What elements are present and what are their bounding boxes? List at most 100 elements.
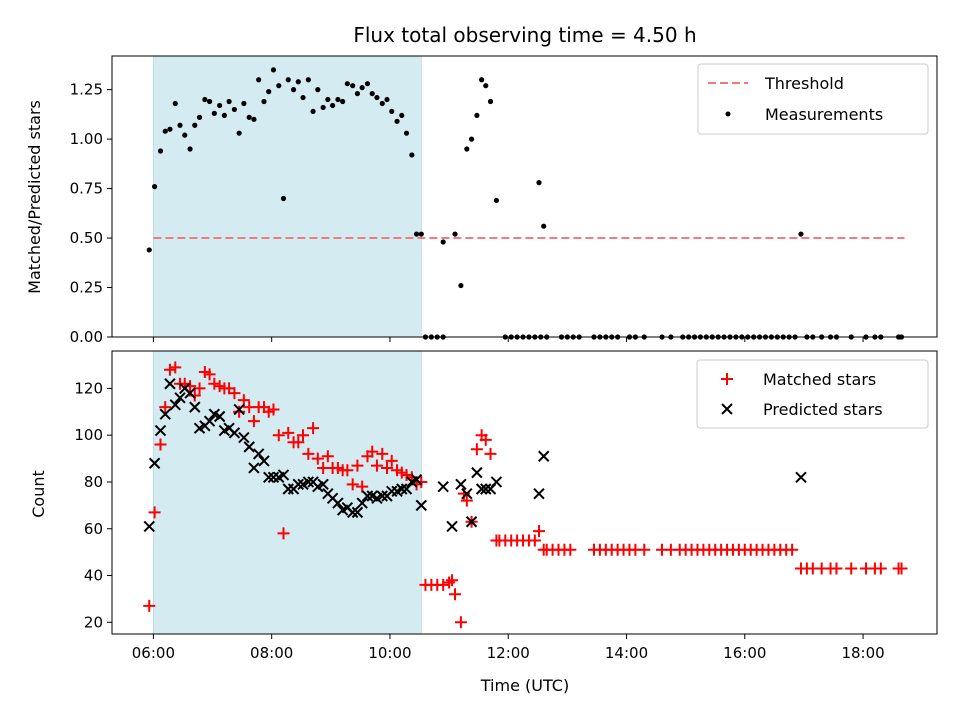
matched-stars-point xyxy=(188,389,201,402)
matched-stars-point xyxy=(321,450,334,463)
matched-stars-point xyxy=(346,478,359,491)
matched-stars-point xyxy=(272,429,285,442)
measurement-point xyxy=(310,108,316,115)
matched-stars-point xyxy=(351,459,364,472)
measurement-point xyxy=(256,77,262,83)
matched-stars-point xyxy=(845,562,858,575)
predicted-stars-point xyxy=(233,403,245,416)
x-tick-label: 18:00 xyxy=(841,644,884,662)
predicted-stars-point xyxy=(317,478,329,491)
x-axis-label: Time (UTC) xyxy=(480,676,569,695)
top-legend-frame xyxy=(697,63,929,135)
matched-stars-point xyxy=(148,506,161,519)
x-tick-label: 12:00 xyxy=(487,644,530,662)
predicted-stars-point xyxy=(213,410,226,423)
measurement-point xyxy=(266,89,272,95)
predicted-stars-point xyxy=(455,478,467,491)
matched-stars-point xyxy=(385,454,398,467)
matched-stars-point xyxy=(267,403,280,416)
x-tick-label: 16:00 xyxy=(723,644,766,662)
predicted-stars-point xyxy=(159,408,171,420)
measurement-point xyxy=(151,184,158,190)
measurement-point xyxy=(329,102,336,109)
predicted-stars-point xyxy=(174,392,186,404)
matched-stars-point xyxy=(564,543,577,556)
predicted-stars-point xyxy=(189,401,201,413)
measurement-point xyxy=(202,96,208,103)
measurement-point xyxy=(192,122,198,128)
y-tick-label: 20 xyxy=(84,613,103,631)
predicted-stars-point xyxy=(795,471,807,484)
predicted-stars-point xyxy=(361,490,374,502)
bottom-y-axis-label: Count xyxy=(29,470,48,518)
matched-stars-point xyxy=(169,361,182,374)
matched-stars-point xyxy=(446,574,459,587)
measurement-point xyxy=(344,81,350,87)
matched-stars-point xyxy=(528,534,541,547)
matched-stars-point xyxy=(415,475,428,488)
measurement-point xyxy=(340,98,346,105)
measurement-point xyxy=(217,102,223,109)
measurement-point xyxy=(350,83,356,89)
measurement-point xyxy=(300,94,306,101)
measurement-point xyxy=(474,112,480,118)
measurement-point xyxy=(418,231,424,237)
predicted-stars-point xyxy=(143,520,155,533)
measurement-point xyxy=(374,94,380,101)
measurement-point xyxy=(320,104,326,111)
matched-stars-point xyxy=(895,562,908,575)
measurement-point xyxy=(177,122,183,128)
matched-stars-point xyxy=(830,562,843,575)
matched-stars-point xyxy=(154,438,167,451)
predicted-stars-point xyxy=(437,480,449,493)
measurement-point xyxy=(270,67,277,73)
matched-legend-swatch xyxy=(721,373,733,385)
measurement-point xyxy=(369,90,375,97)
matched-stars-point xyxy=(532,525,545,538)
matched-stars-point xyxy=(449,588,462,601)
x-tick-label: 10:00 xyxy=(368,644,411,662)
plot-frame xyxy=(111,55,938,338)
matched-stars-point xyxy=(874,562,887,575)
matched-legend-label: Matched stars xyxy=(763,370,876,389)
chart-title: Flux total observing time = 4.50 h xyxy=(353,23,696,47)
matched-stars-point xyxy=(282,426,295,439)
predicted-stars-point xyxy=(475,483,488,495)
matched-stars-point xyxy=(366,445,379,458)
matched-stars-point xyxy=(193,382,206,395)
predicted-stars-point xyxy=(471,466,483,479)
measurement-point xyxy=(452,231,458,237)
matched-stars-point xyxy=(638,543,651,556)
predicted-stars-point xyxy=(243,441,255,453)
y-tick-label: 120 xyxy=(74,379,103,397)
predicted-stars-point xyxy=(263,471,275,484)
matched-stars-point xyxy=(307,422,320,435)
matched-stars-point xyxy=(247,415,260,428)
bottom-legend-frame xyxy=(696,359,929,429)
measurements-legend-label: Measurements xyxy=(765,105,883,124)
predicted-legend-label: Predicted stars xyxy=(763,400,883,419)
y-tick-label: 100 xyxy=(74,426,103,444)
predicted-legend-swatch xyxy=(721,403,733,415)
y-tick-label: 1.00 xyxy=(70,130,103,148)
measurement-point xyxy=(487,98,494,105)
matched-stars-point xyxy=(381,461,393,474)
measurement-point xyxy=(798,231,804,237)
y-tick-label: 0.00 xyxy=(70,328,103,346)
predicted-stars-point xyxy=(332,497,344,509)
measurements-legend-swatch xyxy=(725,111,731,117)
matched-stars-point xyxy=(203,368,216,381)
matched-stars-point xyxy=(292,436,305,449)
measurement-point xyxy=(440,239,446,245)
measurement-point xyxy=(221,112,227,118)
measurement-point xyxy=(389,108,395,115)
predicted-stars-point xyxy=(446,520,458,533)
measurement-point xyxy=(167,126,173,132)
predicted-stars-point xyxy=(169,399,181,411)
measurement-point xyxy=(226,98,232,105)
matched-stars-point xyxy=(277,527,290,540)
measurement-point xyxy=(483,83,489,89)
observing-span-shade xyxy=(153,350,422,635)
measurement-point xyxy=(280,195,287,202)
matched-stars-point xyxy=(163,363,176,376)
